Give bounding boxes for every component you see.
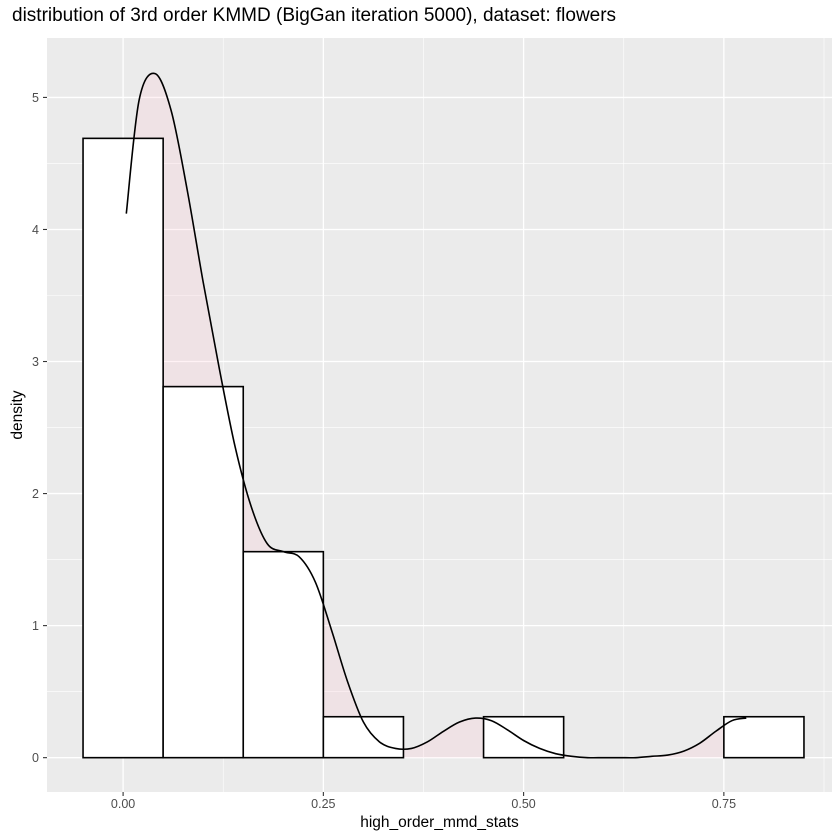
x-tick-label: 0.75 <box>712 797 736 811</box>
density-curve-layer <box>125 72 747 759</box>
y-tick-label: 1 <box>32 619 39 633</box>
histogram-bars <box>82 137 805 759</box>
y-tick-label: 3 <box>32 355 39 369</box>
x-tick-label: 0.25 <box>311 797 335 811</box>
y-tick-label: 5 <box>32 91 39 105</box>
x-axis: 0.00 0.25 0.50 0.75 <box>111 792 736 811</box>
histogram-bar <box>162 385 245 759</box>
histogram-bar <box>242 550 325 759</box>
y-axis-title: density <box>9 390 26 439</box>
y-axis: 0 1 2 3 4 5 <box>32 91 47 765</box>
y-tick-label: 0 <box>32 751 39 765</box>
y-tick-label: 2 <box>32 487 39 501</box>
histogram-bar <box>482 715 565 759</box>
chart-title: distribution of 3rd order KMMD (BigGan i… <box>12 5 617 26</box>
histogram-bar <box>723 715 805 759</box>
y-tick-label: 4 <box>32 223 39 237</box>
x-tick-label: 0.50 <box>511 797 535 811</box>
x-axis-title: high_order_mmd_stats <box>360 814 519 831</box>
density-curve <box>125 72 747 759</box>
histogram-bar <box>82 137 164 759</box>
x-tick-label: 0.00 <box>111 797 135 811</box>
